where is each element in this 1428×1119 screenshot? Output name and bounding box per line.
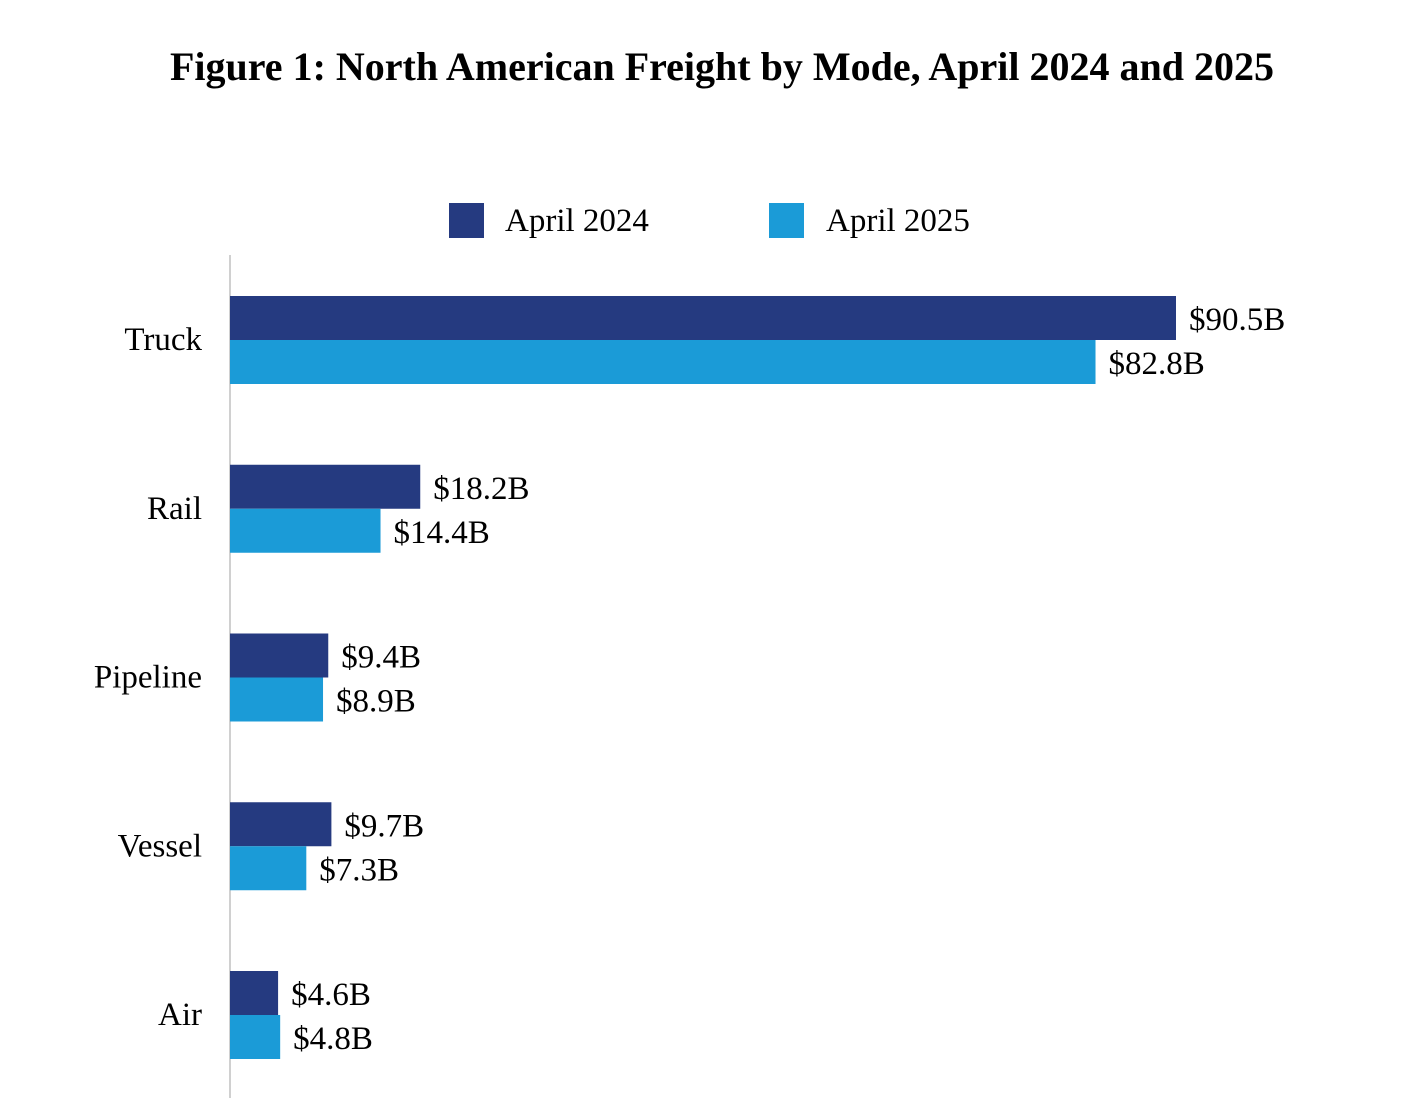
legend-swatch-april-2024 [449,203,484,238]
value-label-pipeline-april-2024: $9.4B [341,640,421,676]
bar-air-april-2025 [230,1015,281,1059]
value-label-air-april-2025: $4.8B [293,1021,373,1057]
category-label-rail: Rail [147,491,202,527]
category-label-vessel: Vessel [118,828,202,864]
bar-air-april-2024 [230,971,279,1015]
category-label-truck: Truck [124,322,202,358]
value-label-rail-april-2025: $14.4B [394,515,490,551]
category-labels-group: Truck Rail Pipeline Vessel Air [94,322,203,1033]
category-label-pipeline: Pipeline [94,660,202,696]
value-labels-group: $90.5B $82.8B $18.2B $14.4B $9.4B $8.9B $9.7B $… [291,302,1285,1057]
bar-rail-april-2025 [230,508,381,553]
category-label-air: Air [158,997,202,1033]
legend-swatch-april-2025 [769,203,804,238]
value-label-rail-april-2024: $18.2B [433,471,529,507]
bar-rail-april-2024 [230,464,421,509]
value-label-truck-april-2025: $82.8B [1109,346,1205,382]
legend-label-april-2024: April 2024 [505,203,649,239]
bar-vessel-april-2025 [230,846,307,891]
value-label-vessel-april-2025: $7.3B [319,852,399,888]
legend-label-april-2025: April 2025 [826,203,970,239]
chart-title: Figure 1: North American Freight by Mode… [170,44,1274,89]
value-label-pipeline-april-2025: $8.9B [336,684,416,720]
bar-vessel-april-2024 [230,802,332,847]
bar-pipeline-april-2025 [230,677,324,722]
bars-group [230,296,1176,1059]
bar-truck-april-2025 [230,340,1096,384]
value-label-truck-april-2024: $90.5B [1189,302,1285,338]
value-label-vessel-april-2024: $9.7B [344,808,424,844]
value-label-air-april-2024: $4.6B [291,977,371,1013]
legend: April 2024 April 2025 [449,203,970,239]
bar-truck-april-2024 [230,296,1176,340]
bar-pipeline-april-2024 [230,633,329,678]
